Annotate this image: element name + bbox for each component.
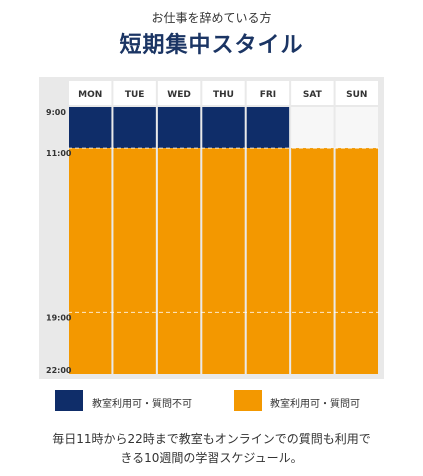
- day-label: WED: [167, 90, 191, 100]
- time-tick-label: 9:00: [46, 108, 66, 117]
- block-available: [69, 148, 112, 374]
- day-header-cell: [335, 81, 378, 105]
- time-tick-label: 22:00: [46, 366, 72, 375]
- day-header-cell: [246, 81, 290, 105]
- day-header-cell: [202, 81, 245, 105]
- day-label: THU: [213, 90, 234, 100]
- schedule-title: 短期集中スタイル: [119, 33, 304, 58]
- time-tick-label: 19:00: [46, 313, 72, 322]
- block-available: [246, 148, 290, 374]
- block-unavailable: [202, 107, 245, 149]
- day-header-cell: [113, 81, 156, 105]
- block-unavailable: [113, 107, 156, 149]
- block-unavailable: [157, 107, 201, 149]
- legend-label-available: 教室利用可・質問可: [270, 399, 360, 410]
- schedule-chart: MON TUE WED THU FRI SAT SUN 9:00 11:00 19:00 22:00: [46, 81, 379, 375]
- day-label: SUN: [346, 90, 367, 100]
- day-label: FRI: [260, 90, 276, 100]
- day-label: TUE: [125, 90, 145, 100]
- day-header-cell: [291, 81, 334, 105]
- block-available: [113, 148, 156, 374]
- time-tick-label: 11:00: [46, 149, 72, 158]
- schedule-subtitle: お仕事を辞めている方: [151, 11, 272, 25]
- legend-swatch-unavailable: [55, 390, 83, 411]
- footer-line-2: きる10週間の学習スケジュール。: [120, 451, 303, 465]
- legend-label-unavailable: 教室利用可・質問不可: [92, 399, 192, 410]
- block-available: [335, 148, 378, 374]
- day-header-cell: [69, 81, 112, 105]
- day-label: MON: [78, 90, 102, 100]
- footer-description: 毎日11時から22時まで教室もオンラインでの質問も利用で きる10週間の学習スケ…: [20, 430, 403, 468]
- block-available: [202, 148, 245, 374]
- block-available: [291, 148, 334, 374]
- footer-line-1: 毎日11時から22時まで教室もオンラインでの質問も利用で: [52, 432, 371, 446]
- block-available: [157, 148, 201, 374]
- legend-swatch-available: [234, 390, 262, 411]
- day-label: SAT: [303, 90, 323, 100]
- block-unavailable: [69, 107, 112, 149]
- day-header-cell: [157, 81, 201, 105]
- block-unavailable: [246, 107, 290, 149]
